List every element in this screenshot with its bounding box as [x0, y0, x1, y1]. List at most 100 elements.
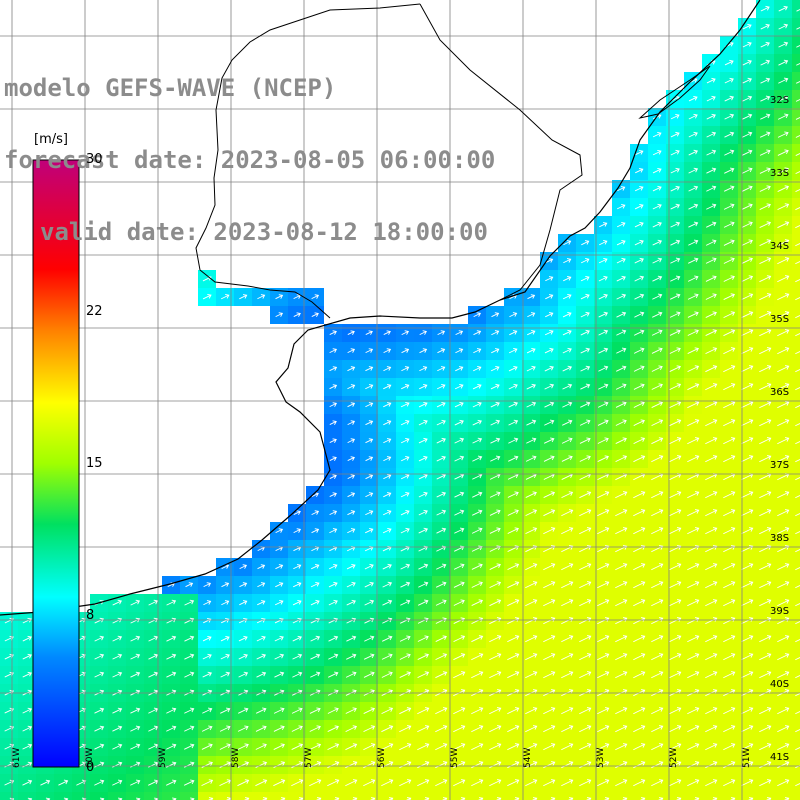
wind-arrow [166, 725, 177, 732]
wind-arrow [148, 671, 159, 678]
wind-arrow [777, 221, 790, 229]
lon-label-57w: 57W [304, 747, 314, 768]
wind-arrow [694, 797, 700, 800]
wind-arrow [418, 437, 428, 444]
wind-arrow [669, 401, 682, 409]
wind-arrow [185, 582, 194, 588]
wind-arrow [543, 527, 556, 535]
wind-arrow [424, 797, 430, 800]
wind-arrow [257, 582, 266, 588]
wind-arrow [489, 707, 502, 715]
wind-arrow [723, 671, 736, 679]
wind-arrow [598, 257, 608, 264]
wind-arrow [777, 311, 790, 319]
wind-arrow [652, 221, 662, 228]
wind-arrow [490, 401, 500, 408]
wind-arrow [760, 95, 771, 102]
wind-arrow [130, 707, 141, 714]
wind-arrow [724, 167, 735, 174]
wind-arrow [382, 563, 392, 570]
lon-label-60w: 60W [85, 747, 95, 768]
wind-arrow [435, 671, 448, 679]
wind-arrow [22, 635, 32, 642]
wind-arrow [550, 797, 556, 800]
wind-arrow [705, 707, 718, 715]
wind-cell [792, 414, 800, 432]
wind-arrow [759, 779, 772, 787]
wind-arrow [346, 617, 357, 624]
wind-arrow [382, 599, 393, 606]
wind-arrow [365, 330, 373, 335]
wind-arrow [346, 581, 356, 588]
wind-cell [792, 198, 800, 216]
lon-label-55w: 55W [450, 747, 460, 768]
wind-arrow [777, 635, 790, 643]
wind-arrow [184, 599, 195, 606]
wind-arrow [688, 203, 699, 210]
wind-arrow [670, 275, 681, 282]
wind-arrow [293, 582, 302, 588]
wind-arrow [777, 185, 790, 192]
wind-arrow [130, 743, 141, 750]
wind-arrow [202, 671, 213, 678]
wind-arrow [328, 599, 338, 606]
wind-arrow [705, 635, 718, 643]
wind-arrow [562, 329, 572, 336]
wind-arrow [741, 221, 753, 228]
wind-arrow [723, 581, 736, 589]
wind-cell [108, 792, 126, 800]
wind-arrow [525, 635, 538, 643]
wind-arrow [741, 311, 754, 319]
wind-arrow [795, 278, 800, 283]
wind-arrow [381, 761, 394, 769]
wind-arrow [777, 401, 790, 409]
wind-arrow [130, 653, 141, 660]
wind-arrow [706, 185, 717, 192]
lon-label-53w: 53W [596, 747, 606, 768]
wind-arrow [435, 779, 448, 787]
wind-arrow [795, 296, 800, 301]
wind-arrow [507, 581, 520, 589]
wind-arrow [742, 149, 753, 156]
wind-arrow [471, 707, 484, 715]
wind-arrow [525, 725, 538, 733]
wind-arrow [652, 167, 662, 174]
wind-cell [792, 18, 800, 36]
wind-cell [792, 756, 800, 774]
wind-arrow [669, 437, 682, 445]
wind-cell [504, 792, 522, 800]
wind-arrow [633, 743, 646, 751]
wind-arrow [561, 671, 574, 679]
wind-arrow [723, 419, 736, 427]
wind-arrow [347, 492, 356, 498]
wind-arrow [473, 330, 482, 336]
wind-arrow [616, 204, 626, 210]
wind-arrow [795, 782, 800, 787]
wind-arrow [796, 62, 800, 66]
wind-arrow [491, 330, 500, 336]
wind-arrow [651, 563, 664, 571]
wind-arrow [490, 383, 500, 390]
wind-cell [792, 432, 800, 450]
wind-arrow [388, 797, 394, 800]
wind-arrow [508, 383, 518, 390]
wind-arrow [796, 8, 800, 12]
wind-arrow [687, 365, 700, 373]
wind-arrow [256, 653, 266, 660]
wind-cell [144, 792, 162, 800]
wind-arrow [597, 527, 610, 535]
wind-arrow [598, 383, 609, 390]
wind-arrow [327, 725, 339, 732]
wind-arrow [723, 221, 735, 228]
wind-arrow [525, 779, 538, 787]
wind-arrow [507, 617, 520, 625]
wind-arrow [579, 509, 592, 517]
wind-arrow [418, 491, 428, 498]
wind-arrow [778, 95, 789, 102]
wind-cell [792, 504, 800, 522]
wind-arrow [777, 779, 790, 787]
lat-label-40s: 40S [770, 679, 790, 690]
wind-arrow [777, 203, 790, 211]
wind-arrow [417, 635, 429, 642]
wind-arrow [760, 23, 770, 30]
